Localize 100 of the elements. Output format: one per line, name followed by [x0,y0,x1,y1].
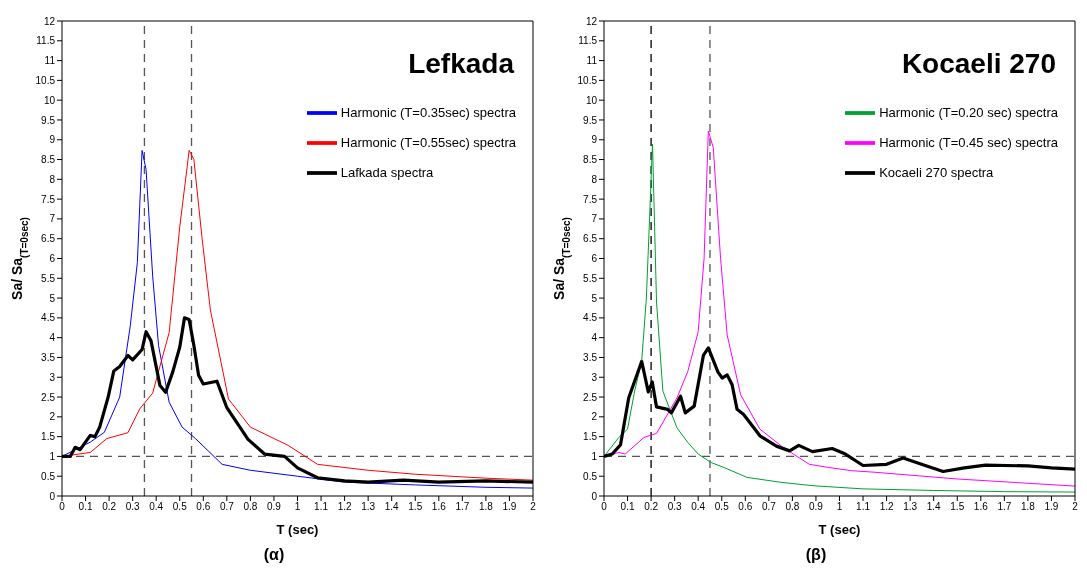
y-tick-label: 4 [591,332,598,344]
x-tick-label: 0.7 [219,501,235,513]
x-tick-label: 0.9 [809,501,824,513]
x-tick-label: 1.4 [384,501,400,513]
y-tick-label: 1 [49,450,56,462]
y-tick-label: 2 [49,411,56,423]
y-tick-label: 1.5 [41,431,56,443]
legend-label: Kocaeli 270 spectra [879,165,994,181]
x-tick-label: 0.2 [644,501,659,513]
y-tick-label: 3.5 [41,352,56,364]
x-tick-label: 0.1 [620,501,635,513]
x-tick-label: 1.6 [973,501,989,513]
x-tick-label: 0.6 [738,501,753,513]
legend-label: Harmonic (T=0.20 sec) spectra [879,105,1058,121]
x-tick-label: 1.4 [926,501,942,513]
y-tick-label: 8 [591,173,598,185]
x-tick-label: 1 [836,501,843,513]
y-tick-label: 10.5 [577,74,598,86]
y-tick-label: 9.5 [583,114,598,126]
x-tick-label: 0 [59,501,66,513]
legend-label: Harmonic (T=0.45 sec) spectra [879,135,1058,151]
x-tick-label: 0.3 [667,501,683,513]
x-tick-label: 0.4 [149,501,164,513]
x-tick-label: 0.3 [125,501,141,513]
x-tick-label: 1.8 [478,501,494,513]
y-tick-label: 0 [591,490,598,502]
x-axis-title: T (sec) [818,522,861,537]
x-tick-label: 1.5 [408,501,423,513]
x-tick-label: 0.2 [102,501,117,513]
y-tick-label: 11.5 [36,35,56,47]
x-tick-label: 0.6 [196,501,211,513]
y-tick-label: 6 [49,253,56,265]
text: (β) [804,546,828,564]
legend-label: Lafkada spectra [340,165,434,181]
y-tick-label: 5 [49,292,56,304]
y-tick-label: 1 [591,450,598,462]
y-tick-label: 0.5 [583,470,598,482]
x-tick-label: 1.3 [361,501,376,513]
y-tick-label: 3 [591,371,598,383]
y-tick-label: 10.5 [35,74,56,86]
y-tick-label: 0.5 [41,470,56,482]
y-tick-label: 3.5 [583,352,598,364]
y-tick-label: 12 [43,15,56,27]
legend-label: Harmonic (T=0.35sec) spectra [340,105,516,121]
y-tick-label: 8 [49,173,56,185]
y-tick-label: 2 [591,411,598,423]
y-tick-label: 6.5 [41,233,56,245]
x-tick-label: 0.7 [761,501,777,513]
text: Kocaeli 270 [901,48,1056,80]
x-tick-label: 1.8 [1020,501,1036,513]
text: (α) [262,546,286,564]
x-tick-label: 0.5 [714,501,730,513]
y-tick-label: 7.5 [41,193,56,205]
y-tick-label: 7 [49,213,56,225]
x-tick-label: 0 [601,501,608,513]
y-tick-label: 8.5 [41,154,56,166]
y-tick-label: 2.5 [41,391,56,403]
x-tick-label: 0.1 [78,501,93,513]
x-tick-label: 1 [294,501,301,513]
y-tick-label: 6 [591,253,598,265]
y-tick-label: 5 [591,292,598,304]
text: Lefkada [408,48,514,80]
x-tick-label: 1.7 [455,501,470,513]
y-tick-label: 2.5 [583,391,598,403]
y-tick-label: 6.5 [583,233,598,245]
y-tick-label: 10 [585,94,598,106]
x-tick-label: 1.1 [314,501,329,513]
y-tick-label: 4.5 [583,312,598,324]
y-tick-label: 11 [586,55,598,67]
x-tick-label: 1.9 [1044,501,1059,513]
y-tick-label: 4.5 [41,312,56,324]
x-tick-label: 1.2 [879,501,894,513]
y-tick-label: 9 [49,134,56,146]
y-tick-label: 12 [585,15,598,27]
x-tick-label: 2 [1072,501,1079,513]
y-tick-label: 5.5 [41,272,56,284]
y-tick-label: 9.5 [41,114,56,126]
x-tick-label: 0.8 [243,501,258,513]
x-tick-label: 1.6 [431,501,447,513]
x-tick-label: 1.3 [903,501,918,513]
x-tick-label: 1.7 [997,501,1012,513]
y-tick-label: 11 [44,55,56,67]
x-tick-label: 0.4 [691,501,706,513]
x-tick-label: 1.2 [337,501,352,513]
x-tick-label: 0.8 [785,501,800,513]
y-tick-label: 7.5 [583,193,598,205]
y-tick-label: 5.5 [583,272,598,284]
y-tick-label: 8.5 [583,154,598,166]
x-axis-title: T (sec) [276,522,319,537]
y-tick-label: 10 [43,94,56,106]
y-tick-label: 1.5 [583,431,598,443]
legend-label: Harmonic (T=0.55sec) spectra [340,135,516,151]
x-tick-label: 1.9 [502,501,517,513]
x-tick-label: 1.1 [856,501,871,513]
y-tick-label: 7 [591,213,598,225]
y-tick-label: 3 [49,371,56,383]
x-tick-label: 1.5 [950,501,965,513]
y-tick-label: 11.5 [578,35,598,47]
y-tick-label: 4 [49,332,56,344]
y-tick-label: 0 [49,490,56,502]
